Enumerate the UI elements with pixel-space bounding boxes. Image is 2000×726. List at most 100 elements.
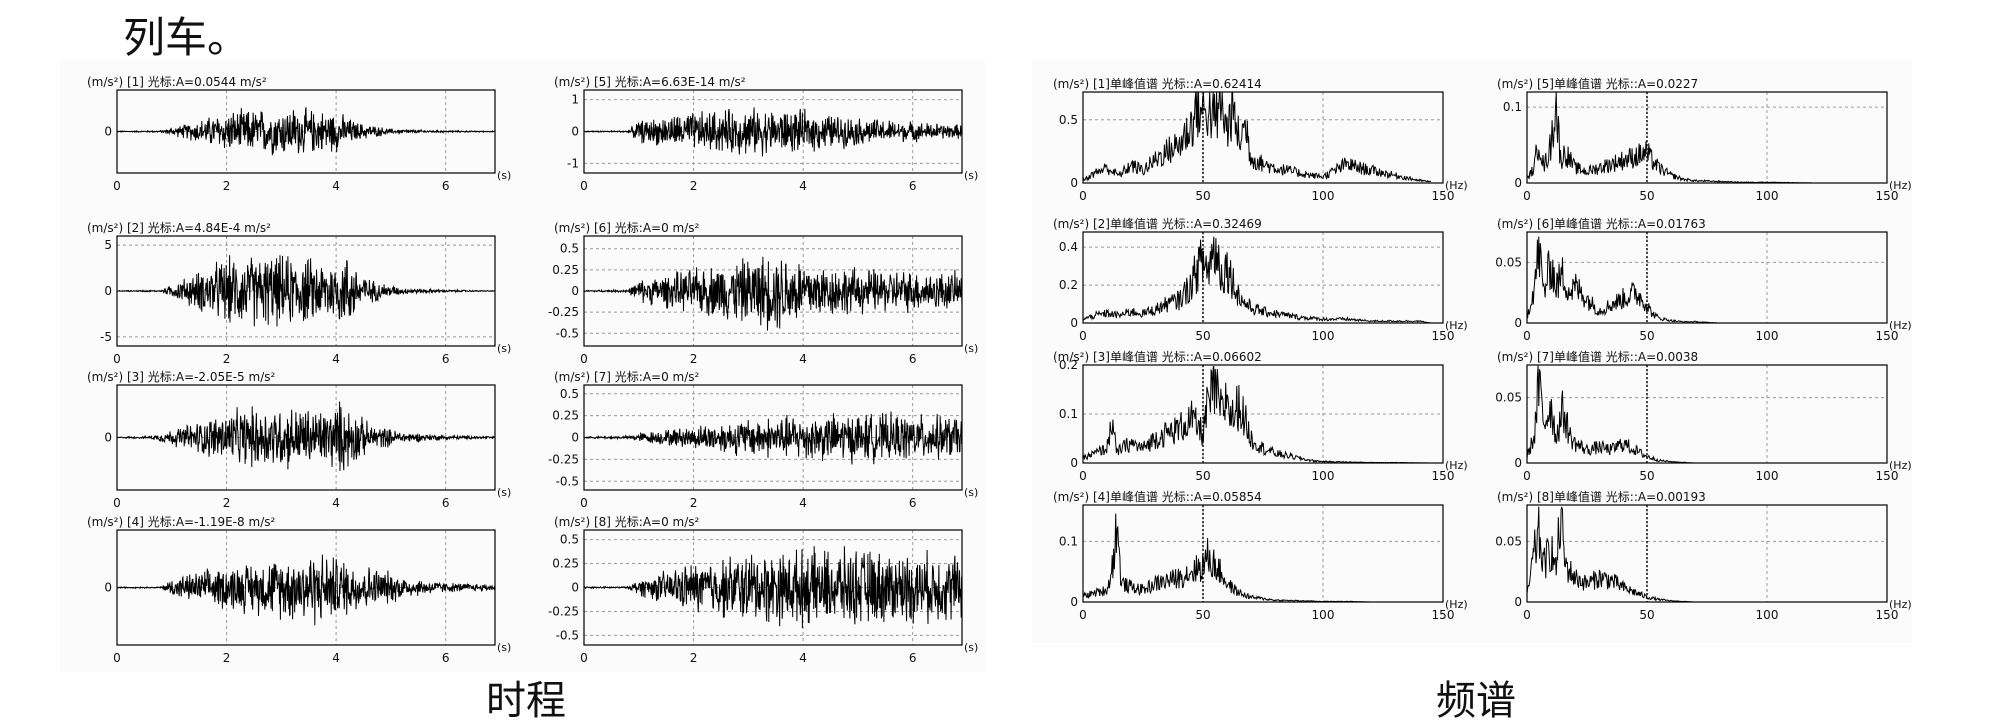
freq-8-x-unit: (Hz) (1889, 598, 1912, 611)
time-1-xtick-label: 2 (223, 179, 231, 193)
time-8-chart: (m/s²) [8] 光标:A=0 m/s² 0 2 4 6 -0.5 -0.25 0 0.25… (548, 515, 978, 665)
time-1-chart: (m/s²) [1] 光标:A=0.0544 m/s² 0 2 4 6 0 (s) (87, 75, 511, 193)
freq-3-ytick-label: 0 (1070, 456, 1078, 470)
time-2-xtick-label: 4 (332, 352, 340, 366)
time-2-xtick-label: 0 (113, 352, 121, 366)
time-7-xtick-label: 2 (690, 496, 698, 510)
freq-1-ytick-label: 0 (1070, 176, 1078, 190)
freq-5-title: (m/s²) [5]单峰值谱 光标::A=0.0227 (1497, 76, 1698, 91)
freq-3-xtick-label: 100 (1312, 469, 1335, 483)
time-8-xtick-label: 0 (580, 651, 588, 665)
freq-6-title: (m/s²) [6]单峰值谱 光标::A=0.01763 (1497, 216, 1706, 231)
freq-3-xtick-label: 50 (1195, 469, 1210, 483)
time-6-ytick-label: -0.25 (548, 305, 579, 319)
time-4-xtick-label: 4 (332, 651, 340, 665)
time-6-title: (m/s²) [6] 光标:A=0 m/s² (554, 221, 700, 235)
time-8-ytick-label: -0.5 (556, 628, 579, 642)
freq-4-x-unit: (Hz) (1445, 598, 1468, 611)
time-6-ytick-label: 0.25 (552, 263, 579, 277)
time-6-xtick-label: 4 (799, 352, 807, 366)
time-8-x-unit: (s) (964, 641, 978, 654)
time-2-ytick-label: 5 (104, 238, 112, 252)
time-7-chart: (m/s²) [7] 光标:A=0 m/s² 0 2 4 6 -0.5 -0.25 0 0.25… (548, 370, 978, 510)
time-7-ytick-label: 0 (571, 431, 579, 445)
time-5-xtick-label: 2 (690, 179, 698, 193)
freq-7-title: (m/s²) [7]单峰值谱 光标::A=0.0038 (1497, 349, 1698, 364)
freq-2-xtick-label: 50 (1195, 329, 1210, 343)
freq-2-xtick-label: 0 (1079, 329, 1087, 343)
time-6-xtick-label: 6 (909, 352, 917, 366)
time-5-xtick-label: 0 (580, 179, 588, 193)
time-1-xtick-label: 0 (113, 179, 121, 193)
freq-4-xtick-label: 50 (1195, 608, 1210, 622)
freq-5-ytick-label: 0 (1514, 176, 1522, 190)
freq-2-title: (m/s²) [2]单峰值谱 光标::A=0.32469 (1053, 216, 1262, 231)
time-2-xtick-label: 6 (442, 352, 450, 366)
freq-2-ytick-label: 0.2 (1059, 278, 1078, 292)
freq-7-xtick-label: 150 (1876, 469, 1899, 483)
freq-8-xtick-label: 100 (1756, 608, 1779, 622)
freq-6-xtick-label: 50 (1639, 329, 1654, 343)
freq-7-ytick-label: 0.05 (1495, 391, 1522, 405)
time-4-ytick-label: 0 (104, 581, 112, 595)
spectrum-caption: 频谱 (1436, 678, 1516, 724)
freq-6-ytick-label: 0 (1514, 316, 1522, 330)
time-8-ytick-label: 0.5 (560, 533, 579, 547)
time-5-xtick-label: 6 (909, 179, 917, 193)
time-5-x-unit: (s) (964, 169, 978, 182)
time-8-xtick-label: 4 (799, 651, 807, 665)
time-1-title: (m/s²) [1] 光标:A=0.0544 m/s² (87, 75, 267, 89)
freq-4-ytick-label: 0.1 (1059, 534, 1078, 548)
freq-2-ytick-label: 0 (1070, 316, 1078, 330)
time-2-ytick-label: 0 (104, 284, 112, 298)
freq-3-xtick-label: 0 (1079, 469, 1087, 483)
freq-7-xtick-label: 0 (1523, 469, 1531, 483)
freq-1-xtick-label: 150 (1432, 189, 1455, 203)
freq-8-xtick-label: 0 (1523, 608, 1531, 622)
freq-4-ytick-label: 0 (1070, 595, 1078, 609)
freq-1-xtick-label: 50 (1195, 189, 1210, 203)
freq-6-xtick-label: 100 (1756, 329, 1779, 343)
time-5-chart: (m/s²) [5] 光标:A=6.63E-14 m/s²0 2 4 6-101(s) (554, 75, 978, 193)
time-7-xtick-label: 4 (799, 496, 807, 510)
time-7-ytick-label: -0.5 (556, 474, 579, 488)
freq-7-xtick-label: 100 (1756, 469, 1779, 483)
freq-4-xtick-label: 100 (1312, 608, 1335, 622)
freq-3-signal-line (1082, 365, 1431, 464)
time-3-xtick-label: 0 (113, 496, 121, 510)
time-3-x-unit: (s) (497, 486, 511, 499)
time-history-panel (60, 60, 985, 672)
freq-3-xtick-label: 150 (1432, 469, 1455, 483)
freq-2-xtick-label: 150 (1432, 329, 1455, 343)
freq-6-xtick-label: 0 (1523, 329, 1531, 343)
time-3-xtick-label: 6 (442, 496, 450, 510)
freq-4-xtick-label: 0 (1079, 608, 1087, 622)
time-5-signal-line (583, 107, 963, 157)
freq-5-ytick-label: 0.1 (1503, 100, 1522, 114)
freq-3-ytick-label: 0.2 (1059, 358, 1078, 372)
time-4-title: (m/s²) [4] 光标:A=-1.19E-8 m/s² (87, 515, 275, 529)
time-4-xtick-label: 0 (113, 651, 121, 665)
time-5-ytick-label: 0 (571, 125, 579, 139)
time-6-ytick-label: 0.5 (560, 242, 579, 256)
time-5-ytick-label: 1 (571, 93, 579, 107)
freq-3-ytick-label: 0.1 (1059, 407, 1078, 421)
freq-2-x-unit: (Hz) (1445, 319, 1468, 332)
freq-1-x-unit: (Hz) (1445, 179, 1468, 192)
time-4-x-unit: (s) (497, 641, 511, 654)
time-2-chart: (m/s²) [2] 光标:A=4.84E-4 m/s²0 2 4 6-505(s) (87, 221, 511, 366)
freq-6-ytick-label: 0.05 (1495, 255, 1522, 269)
freq-1-frame (1082, 91, 1444, 184)
spectrum-panel (1032, 60, 1912, 643)
time-8-xtick-label: 6 (909, 651, 917, 665)
time-7-xtick-label: 6 (909, 496, 917, 510)
time-3-signal-line (116, 401, 496, 471)
freq-4-title: (m/s²) [4]单峰值谱 光标::A=0.05854 (1053, 489, 1262, 504)
time-8-title: (m/s²) [8] 光标:A=0 m/s² (554, 515, 700, 529)
time-6-x-unit: (s) (964, 342, 978, 355)
freq-6-signal-line (1526, 236, 1875, 324)
time-1-x-unit: (s) (497, 169, 511, 182)
